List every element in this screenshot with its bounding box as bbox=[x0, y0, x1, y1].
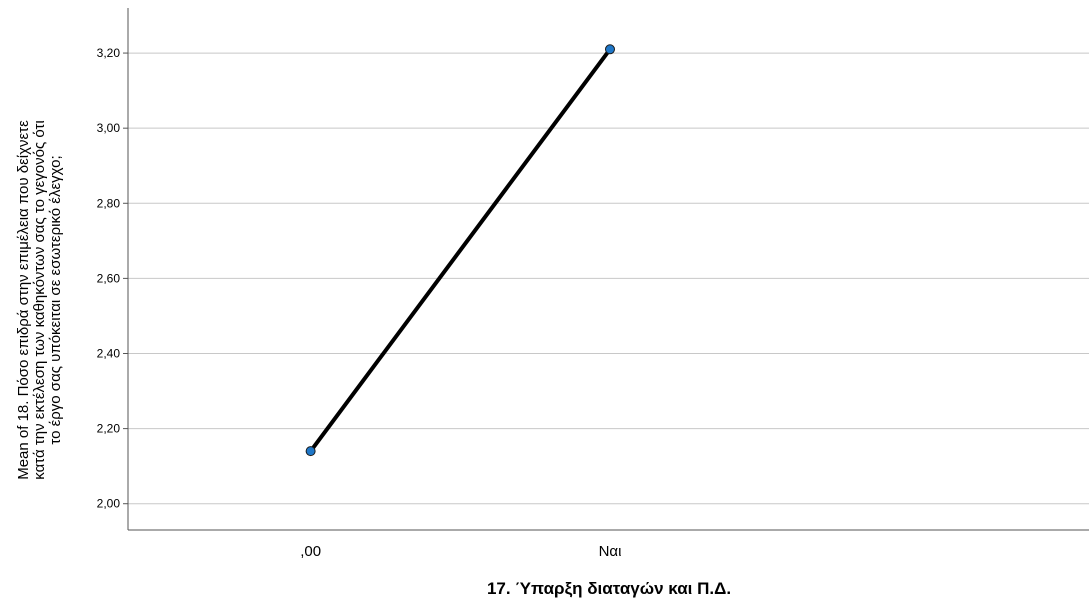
x-tick-labels: ,00 Ναι bbox=[300, 543, 621, 560]
y-axis-title: Mean of 18. Πόσο επιδρά στην επιμέλεια π… bbox=[15, 120, 64, 480]
x-tick-label: Ναι bbox=[599, 543, 622, 560]
y-tick-label: 3,00 bbox=[97, 121, 121, 135]
x-axis-title: 17. Ύπαρξη διαταγών και Π.Δ. bbox=[487, 579, 731, 598]
data-point bbox=[305, 446, 316, 457]
markers bbox=[305, 44, 615, 457]
series-line bbox=[308, 47, 612, 454]
y-tick-label: 2,20 bbox=[97, 422, 121, 436]
axes bbox=[127, 8, 1089, 531]
y-tick-labels: 2,00 2,20 2,40 2,60 2,80 3,00 3,20 bbox=[97, 46, 121, 511]
y-tick-label: 2,40 bbox=[97, 346, 121, 360]
series bbox=[308, 47, 612, 454]
data-point bbox=[604, 44, 615, 55]
y-tick-label: 3,20 bbox=[97, 46, 121, 60]
y-axis-title-line-2: κατά την εκτέλεση των καθηκόντων σας το … bbox=[31, 120, 48, 479]
gridlines bbox=[123, 52, 1089, 505]
y-tick-label: 2,00 bbox=[97, 497, 121, 511]
x-tick-label: ,00 bbox=[300, 543, 321, 560]
y-axis-title-line-1: Mean of 18. Πόσο επιδρά στην επιμέλεια π… bbox=[15, 120, 32, 480]
y-tick-label: 2,80 bbox=[97, 196, 121, 210]
y-axis-title-line-3: το έργο σας υπόκειται σε εσωτερικό έλεγχ… bbox=[47, 155, 64, 444]
y-tick-label: 2,60 bbox=[97, 271, 121, 285]
